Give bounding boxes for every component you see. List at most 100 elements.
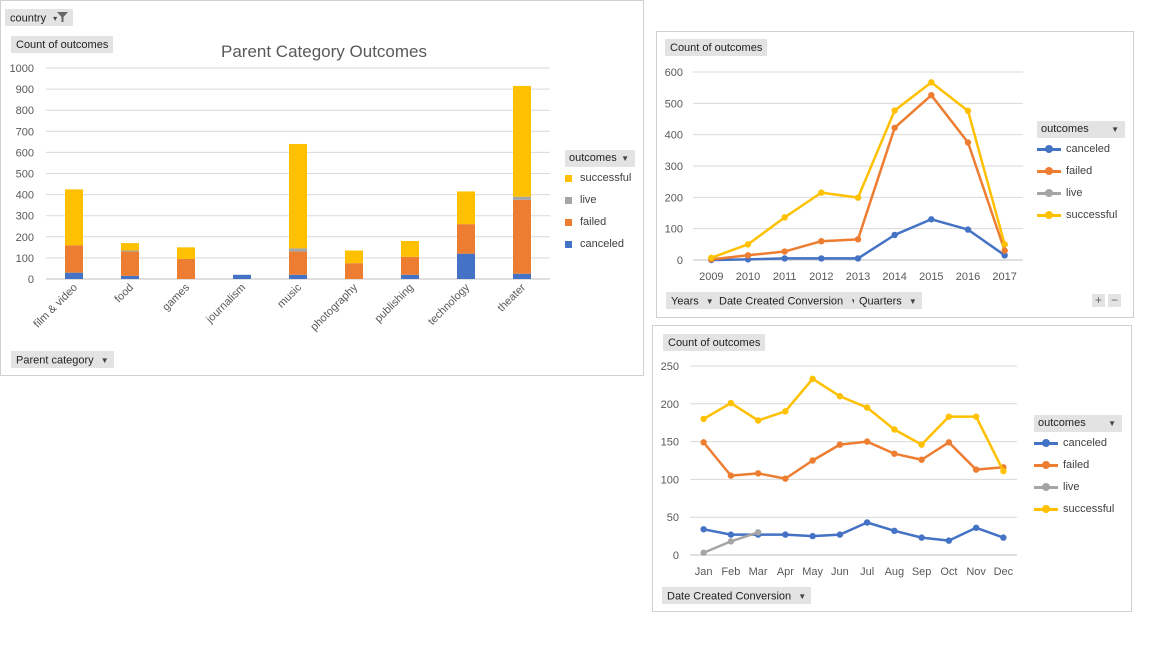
outcomes-legend-filter-button[interactable]: outcomes ▼	[1037, 121, 1125, 138]
x-tick-label: publishing	[373, 282, 417, 326]
point-successful-nov	[972, 413, 980, 420]
parent-category-button[interactable]: Parent category ▼	[11, 351, 114, 368]
x-tick-label: 2012	[809, 271, 833, 283]
legend-label: live	[1066, 187, 1083, 199]
y-tick-label: 300	[665, 161, 683, 173]
legend-item-failed: failed	[1034, 454, 1122, 476]
bar-live-food	[121, 250, 139, 252]
point-successful-2013	[854, 194, 862, 201]
y-tick-label: 400	[16, 190, 34, 202]
expand-button[interactable]: +	[1092, 294, 1105, 307]
outcomes-legend-filter-button[interactable]: outcomes ▼	[1034, 415, 1122, 432]
date-created-conversion-label: Date Created Conversion	[719, 295, 844, 308]
y-tick-label: 500	[665, 98, 683, 110]
bar-failed-photography	[345, 263, 363, 279]
point-failed-jul	[863, 438, 871, 445]
parent-category-chart-panel[interactable]: country ▾ Count of outcomes Parent Categ…	[0, 0, 644, 376]
count-of-outcomes-label: Count of outcomes	[668, 337, 761, 349]
legend-label: failed	[1063, 459, 1090, 471]
country-filter-button[interactable]: country ▾	[5, 9, 74, 26]
y-tick-label: 250	[661, 361, 679, 373]
point-canceled-2012	[818, 255, 825, 262]
bar-successful-film-video	[65, 189, 83, 246]
outcomes-legend: outcomes ▼ canceled failed live successful	[1034, 415, 1122, 520]
x-tick-label: 2011	[773, 271, 797, 283]
legend-label: failed	[580, 216, 607, 228]
legend-swatch	[1037, 144, 1061, 154]
legend-label: canceled	[1063, 437, 1108, 449]
count-of-outcomes-button[interactable]: Count of outcomes	[11, 36, 114, 53]
bar-canceled-technology	[457, 253, 475, 279]
legend-swatch	[1034, 460, 1058, 470]
x-tick-label: theater	[495, 281, 528, 314]
series-line-failed	[702, 440, 1004, 480]
point-canceled-aug	[891, 527, 898, 535]
legend-item-canceled: canceled	[1034, 432, 1122, 454]
point-successful-feb	[727, 399, 735, 407]
bar-failed-food	[121, 251, 139, 276]
x-tick-label: film & video	[31, 282, 80, 331]
years-button[interactable]: Years ▼	[666, 292, 719, 309]
x-tick-label: Aug	[885, 566, 905, 578]
series-line-canceled	[703, 521, 1004, 542]
stacked-bar-chart: 0 100 200 300 400 500 600 700 800 900 1000 film & v…	[10, 63, 550, 333]
years-outcomes-chart-panel[interactable]: Count of outcomes 0 100 200 300 400 500 600 200…	[656, 31, 1134, 318]
point-failed-aug	[891, 450, 898, 457]
months-line-chart: 0 50 100 150 200 250 Jan Feb Mar Apr May Jun Jul Aug S…	[661, 361, 1017, 578]
bar-successful-publishing	[401, 241, 419, 257]
point-canceled-jul	[863, 519, 871, 526]
collapse-button[interactable]: −	[1108, 294, 1121, 307]
date-created-conversion-button[interactable]: Date Created Conversion ▼	[662, 587, 812, 604]
point-failed-2011	[781, 248, 788, 255]
y-tick-label: 0	[28, 274, 34, 286]
y-tick-label: 200	[665, 192, 683, 204]
point-successful-2010	[744, 241, 752, 248]
y-tick-label: 100	[665, 224, 683, 236]
legend-item-canceled: canceled	[565, 233, 635, 255]
legend-title: outcomes	[1041, 123, 1089, 135]
y-tick-label: 100	[16, 253, 34, 265]
count-of-outcomes-label: Count of outcomes	[670, 42, 763, 54]
series-line-failed	[711, 93, 1006, 261]
quarters-label: Quarters	[859, 295, 902, 308]
x-tick-label: 2014	[882, 271, 906, 283]
quarters-button[interactable]: Quarters ▼	[854, 292, 922, 309]
x-tick-label: Feb	[721, 566, 740, 578]
point-canceled-2015	[928, 216, 935, 223]
bar-successful-technology	[457, 191, 475, 225]
count-of-outcomes-button[interactable]: Count of outcomes	[663, 334, 766, 351]
legend-label: canceled	[1066, 143, 1111, 155]
bar-failed-film-video	[65, 245, 83, 273]
years-label: Years	[671, 295, 699, 308]
series-line-successful	[710, 81, 1006, 259]
legend-item-live: live	[1034, 476, 1122, 498]
point-successful-apr	[782, 408, 789, 415]
point-canceled-sep	[918, 534, 925, 541]
y-tick-label: 600	[665, 67, 683, 79]
point-failed-may	[809, 457, 816, 464]
point-failed-2013	[854, 236, 862, 243]
y-tick-label: 200	[16, 232, 34, 244]
point-successful-2009	[708, 254, 715, 262]
legend-item-canceled: canceled	[1037, 138, 1125, 160]
bar-canceled-food	[121, 275, 139, 279]
outcomes-legend-filter-button[interactable]: outcomes ▼	[565, 150, 635, 167]
count-of-outcomes-button[interactable]: Count of outcomes	[665, 39, 768, 56]
months-outcomes-chart-panel[interactable]: Count of outcomes 0 50 100 150 200 250 Jan Feb M…	[652, 325, 1132, 612]
legend-label: successful	[1063, 503, 1115, 515]
x-tick-label: food	[112, 282, 136, 306]
point-successful-jan	[700, 415, 707, 423]
point-successful-dec	[1000, 467, 1007, 475]
y-tick-label: 600	[16, 147, 34, 159]
date-created-conversion-button[interactable]: Date Created Conversion ▼	[714, 292, 864, 309]
y-tick-label: 150	[661, 437, 679, 449]
x-tick-label: May	[802, 566, 823, 578]
point-canceled-may	[809, 532, 816, 540]
bar-canceled-publishing	[401, 274, 419, 279]
legend-label: live	[580, 194, 597, 206]
y-tick-label: 800	[16, 105, 34, 117]
point-successful-2016	[964, 107, 972, 115]
point-successful-2012	[818, 189, 825, 196]
bar-successful-music	[289, 143, 307, 249]
legend-swatch	[1034, 504, 1058, 514]
